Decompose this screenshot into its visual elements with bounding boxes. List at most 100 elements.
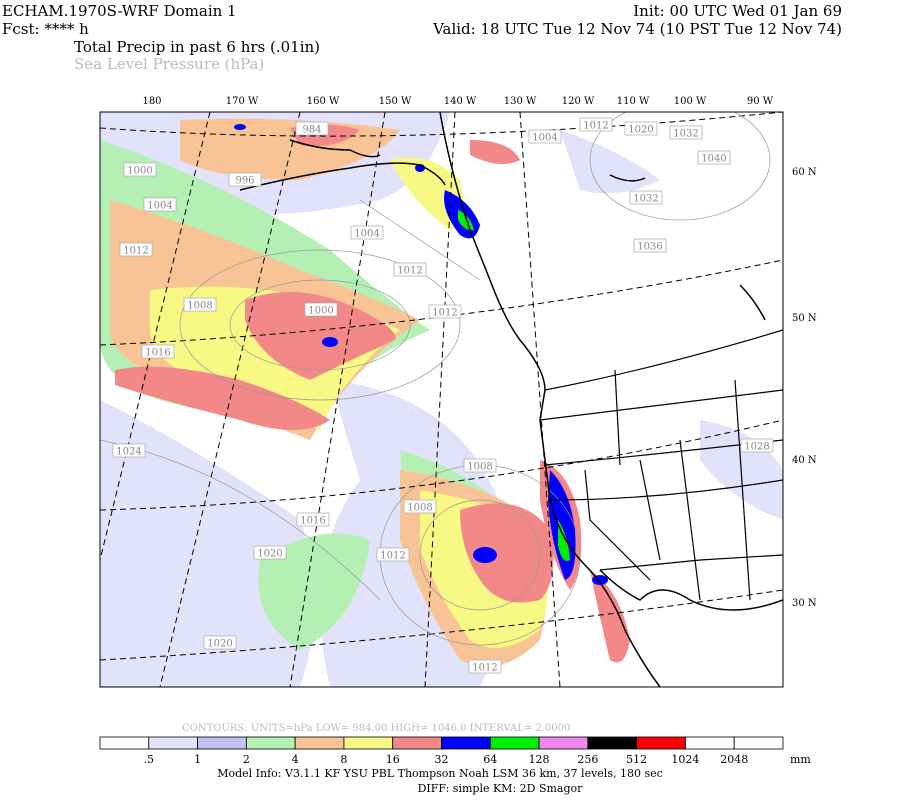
latitude-label: 60 N bbox=[792, 167, 817, 178]
pressure-label-box bbox=[295, 121, 329, 136]
longitude-label: 170 W bbox=[226, 96, 259, 107]
pressure-label: 996 bbox=[235, 176, 254, 187]
pressure-label: 1008 bbox=[407, 503, 432, 514]
longitude-label: 120 W bbox=[562, 96, 595, 107]
colorbar-swatch bbox=[538, 736, 589, 750]
pressure-label: 1016 bbox=[145, 348, 170, 359]
colorbar-swatch bbox=[489, 736, 540, 750]
colorbar: .5 1 2 4 8 16 32 64 128 256 512 1024 2048 mm bbox=[99, 736, 811, 766]
longitude-label: 150 W bbox=[379, 96, 412, 107]
colorbar-swatch bbox=[587, 736, 638, 750]
colorbar-units: mm bbox=[790, 753, 811, 766]
field-label: Total Precip in past 6 hrs (.01in) bbox=[74, 38, 320, 56]
map-area: 1004 1012 1020 1032 1040 1032 1036 1004 1012 1012… bbox=[100, 112, 783, 687]
pressure-label-box bbox=[629, 190, 663, 205]
pressure-label-box bbox=[624, 121, 658, 136]
pressure-label-box bbox=[296, 512, 330, 527]
pressure-label-box bbox=[528, 129, 562, 144]
pressure-label: 1008 bbox=[187, 301, 212, 312]
pressure-label-box bbox=[393, 262, 427, 277]
pressure-label-box bbox=[119, 242, 153, 257]
colorbar-swatch bbox=[343, 736, 394, 750]
pressure-label: 1008 bbox=[467, 462, 492, 473]
latitude-label: 40 N bbox=[792, 455, 817, 466]
pressure-label: 1040 bbox=[701, 154, 726, 165]
pressure-label: 1000 bbox=[308, 306, 333, 317]
precip-heavy bbox=[234, 124, 608, 585]
map-frame bbox=[99, 111, 784, 688]
pressure-label: 1012 bbox=[472, 663, 497, 674]
pressure-label-box bbox=[143, 197, 177, 212]
longitude-label: 90 W bbox=[747, 96, 774, 107]
pressure-label-box bbox=[428, 304, 462, 319]
colorbar-label: 32 bbox=[435, 753, 449, 766]
pressure-labels: 1004 1012 1020 1032 1040 1032 1036 1004 1012 1012… bbox=[112, 117, 774, 674]
colorbar-label: 128 bbox=[529, 753, 550, 766]
longitude-label: 100 W bbox=[674, 96, 707, 107]
precip-salmon bbox=[115, 124, 630, 663]
colorbar-label: 64 bbox=[483, 753, 497, 766]
pressure-label-box bbox=[579, 117, 613, 132]
pressure-label-box bbox=[463, 458, 497, 473]
colorbar-label: .5 bbox=[144, 753, 155, 766]
valid-time: Valid: 18 UTC Tue 12 Nov 74 (10 PST Tue … bbox=[432, 20, 842, 38]
pressure-label-box bbox=[112, 443, 146, 458]
pressure-label: 1012 bbox=[397, 266, 422, 277]
latitude-label: 30 N bbox=[792, 598, 817, 609]
pressure-label-box bbox=[123, 162, 157, 177]
pressure-label-box bbox=[376, 547, 410, 562]
pressure-label-box bbox=[740, 438, 774, 453]
field-label: Sea Level Pressure (hPa) bbox=[74, 55, 264, 73]
axis-labels: 180 170 W 160 W 150 W 140 W 130 W 120 W 110 W 10… bbox=[142, 96, 816, 609]
diff-info: DIFF: simple KM: 2D Smagor bbox=[418, 782, 584, 795]
longitude-label: 130 W bbox=[504, 96, 537, 107]
pressure-label-box bbox=[203, 635, 237, 650]
title: ECHAM.1970S-WRF Domain 1 bbox=[2, 2, 237, 20]
pressure-label: 1012 bbox=[432, 308, 457, 319]
init-time: Init: 00 UTC Wed 01 Jan 69 bbox=[633, 2, 842, 20]
colorbar-label: 1 bbox=[194, 753, 201, 766]
pressure-label-box bbox=[633, 238, 667, 253]
pressure-label: 1032 bbox=[633, 194, 658, 205]
pressure-label: 984 bbox=[302, 125, 321, 136]
pressure-label: 1020 bbox=[628, 125, 653, 136]
longitude-label: 140 W bbox=[444, 96, 477, 107]
colorbar-swatch bbox=[99, 736, 150, 750]
pressure-label-box bbox=[468, 659, 502, 674]
model-info: Model Info: V3.1.1 KF YSU PBL Thompson N… bbox=[217, 767, 663, 780]
colorbar-swatch bbox=[245, 736, 296, 750]
colorbar-label: 1024 bbox=[671, 753, 699, 766]
pressure-label: 1004 bbox=[532, 133, 557, 144]
colorbar-swatch bbox=[441, 736, 491, 750]
longitude-label: 180 bbox=[142, 96, 161, 107]
pressure-label-box bbox=[253, 545, 287, 560]
pressure-label-box bbox=[304, 302, 338, 317]
latitude-label: 50 N bbox=[792, 313, 817, 324]
pressure-label-box bbox=[228, 172, 262, 187]
pressure-label: 1000 bbox=[127, 166, 152, 177]
pressure-label-box bbox=[141, 344, 175, 359]
pressure-label: 1028 bbox=[744, 442, 769, 453]
colorbar-label: 256 bbox=[577, 753, 598, 766]
pressure-label: 1024 bbox=[116, 447, 141, 458]
colorbar-swatch bbox=[148, 736, 198, 750]
colorbar-label: 2 bbox=[243, 753, 250, 766]
pressure-label: 1012 bbox=[380, 551, 405, 562]
colorbar-swatch bbox=[197, 736, 247, 750]
longitude-label: 110 W bbox=[617, 96, 650, 107]
pressure-label: 1020 bbox=[257, 549, 282, 560]
colorbar-swatch bbox=[733, 736, 784, 750]
pressure-label-box bbox=[183, 297, 217, 312]
pressure-label: 1036 bbox=[637, 242, 662, 253]
pressure-label-box bbox=[403, 499, 437, 514]
pressure-label-box bbox=[697, 150, 731, 165]
colorbar-label: 8 bbox=[340, 753, 347, 766]
pressure-label: 1004 bbox=[354, 229, 379, 240]
colorbar-label: 4 bbox=[292, 753, 299, 766]
state-borders bbox=[539, 329, 783, 601]
pressure-label-box bbox=[350, 225, 384, 240]
pressure-label: 1032 bbox=[673, 129, 698, 140]
colorbar-swatch bbox=[392, 736, 442, 750]
